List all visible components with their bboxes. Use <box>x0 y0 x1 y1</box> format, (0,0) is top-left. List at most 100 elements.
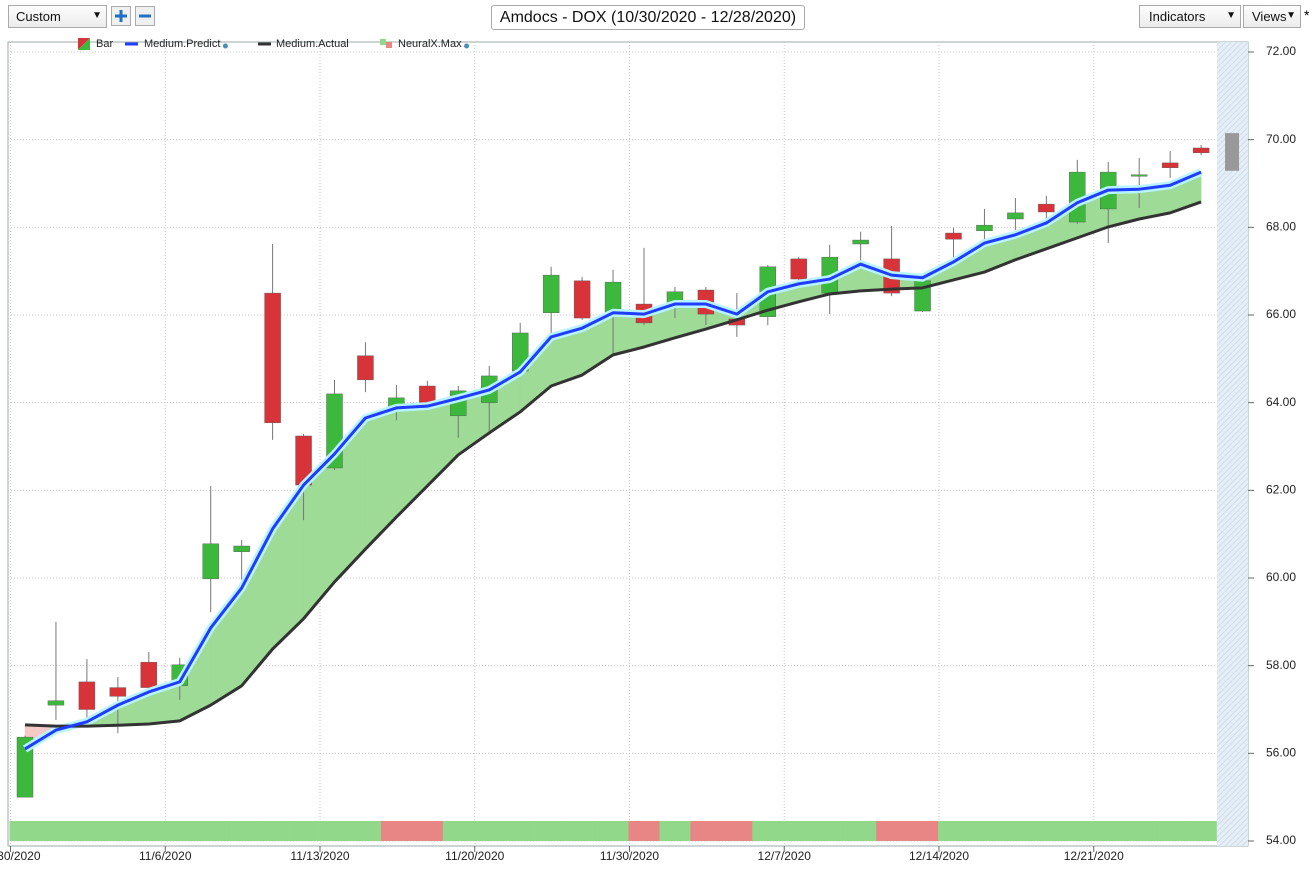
signal-block <box>133 821 165 841</box>
legend-label: NeuralX.Max <box>398 38 462 50</box>
forecast-bar <box>1225 133 1240 171</box>
legend-icon <box>380 39 386 45</box>
y-tick-label: 56.00 <box>1266 746 1296 760</box>
signal-block <box>1092 821 1125 841</box>
y-tick-label: 54.00 <box>1266 833 1296 847</box>
candle-body <box>233 545 250 552</box>
candle-body <box>976 224 993 232</box>
signal-block <box>349 821 382 841</box>
candle-body <box>264 292 281 424</box>
signal-block <box>876 821 908 841</box>
minus-icon <box>139 14 151 18</box>
signal-block <box>102 821 134 841</box>
y-tick-label: 62.00 <box>1266 483 1296 497</box>
x-tick-label: 11/6/2020 <box>139 849 192 863</box>
signal-block <box>226 821 258 841</box>
x-tick-label: 12/21/2020 <box>1064 849 1124 863</box>
signal-block <box>752 821 784 841</box>
x-tick-label: 11/30/2020 <box>600 849 659 863</box>
signal-block <box>164 821 196 841</box>
candle-body <box>419 385 436 403</box>
signal-block <box>1185 821 1217 841</box>
signal-block <box>783 821 815 841</box>
signal-block <box>1123 821 1155 841</box>
signal-block <box>411 821 444 841</box>
candle-body <box>357 355 374 381</box>
legend-icon <box>78 38 90 50</box>
dropdown-text: Views <box>1252 9 1287 24</box>
x-tick-label: 10/30/2020 <box>0 849 41 863</box>
signal-block <box>628 821 660 841</box>
actual-line <box>24 200 1202 728</box>
x-tick-label: 11/20/2020 <box>445 849 504 863</box>
x-tick-label: 12/14/2020 <box>909 849 969 863</box>
signal-block <box>721 821 753 841</box>
chart: 54.00 56.00 58.00 60.00 62.00 64.00 66.00 68.00… <box>0 38 1296 863</box>
signal-block <box>968 821 1001 841</box>
signal-block <box>1030 821 1063 841</box>
x-tick-label: 11/13/2020 <box>290 849 349 863</box>
y-tick-label: 68.00 <box>1266 220 1296 234</box>
signal-block <box>845 821 877 841</box>
zoom-out-button[interactable] <box>135 6 155 26</box>
legend-icon <box>386 42 392 48</box>
signal-block <box>319 821 351 841</box>
candle-body <box>140 661 158 688</box>
candle-body <box>1161 162 1179 168</box>
signal-block <box>9 821 41 841</box>
dropdown-text: Custom <box>16 9 61 24</box>
y-tick-label: 60.00 <box>1266 570 1296 584</box>
chart-title-box: Amdocs - DOX (10/30/2020 - 12/28/2020) <box>491 5 805 30</box>
y-tick-label: 72.00 <box>1266 44 1296 58</box>
candle-body <box>16 736 34 798</box>
signal-block <box>380 821 413 841</box>
legend-label: Medium.Actual <box>276 38 349 50</box>
candle-body <box>852 239 869 245</box>
y-tick-label: 70.00 <box>1266 132 1296 146</box>
dropdown-arrow: ▼ <box>1226 10 1236 21</box>
signal-block <box>690 821 722 841</box>
candle-body <box>47 700 65 706</box>
signal-block <box>938 821 970 841</box>
plot-frame <box>7 41 1249 847</box>
legend-dot <box>464 43 470 49</box>
y-tick-label: 58.00 <box>1266 658 1296 672</box>
y-tick-label: 66.00 <box>1266 307 1296 321</box>
dropdown-text: Indicators <box>1149 9 1206 24</box>
signal-block <box>288 821 320 841</box>
candle-body <box>790 258 807 280</box>
legend-dot <box>222 43 228 49</box>
zoom-in-button[interactable] <box>111 6 131 26</box>
signal-block <box>535 821 567 841</box>
legend: Bar Medium.Predict Medium.Actual NeuralX.Ma… <box>78 38 470 50</box>
signal-block <box>442 821 475 841</box>
candle-body <box>1007 212 1024 220</box>
dropdown-arrow: ▼ <box>1286 10 1296 21</box>
candle-body <box>202 543 219 580</box>
signal-block <box>504 821 536 841</box>
y-tick-label: 64.00 <box>1266 395 1296 409</box>
layout-dropdown[interactable]: Custom ▼ <box>8 5 107 28</box>
signal-block <box>999 821 1032 841</box>
candle-body <box>78 681 96 710</box>
candle-body <box>1192 147 1210 154</box>
candle-body <box>573 280 591 319</box>
legend-label: Bar <box>96 38 113 50</box>
signal-block <box>1154 821 1186 841</box>
plus-icon <box>115 10 127 22</box>
indicators-dropdown[interactable]: Indicators ▼ <box>1139 5 1241 28</box>
predict-line <box>24 170 1202 751</box>
legend-label: Medium.Predict <box>144 38 220 50</box>
views-dropdown[interactable]: Views ▼ <box>1243 5 1301 28</box>
signal-block <box>814 821 846 841</box>
signal-block <box>659 821 691 841</box>
signal-block <box>40 821 72 841</box>
signal-block <box>473 821 506 841</box>
candle-body <box>1130 174 1148 177</box>
candle-body <box>542 274 560 314</box>
signal-block <box>566 821 598 841</box>
forecast-zone <box>1217 42 1248 846</box>
signal-block <box>71 821 103 841</box>
chart-title: Amdocs - DOX (10/30/2020 - 12/28/2020) <box>499 8 797 26</box>
